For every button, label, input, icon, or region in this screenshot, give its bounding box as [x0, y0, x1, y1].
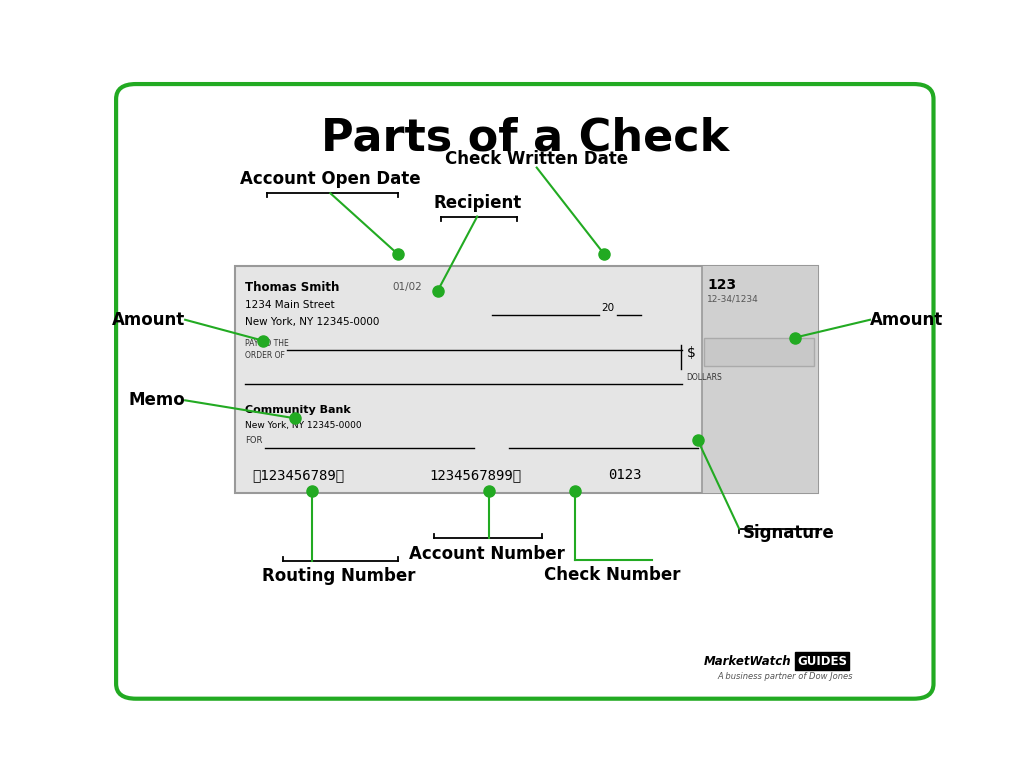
Text: Signature: Signature: [743, 524, 835, 542]
Text: PAY TO THE
ORDER OF: PAY TO THE ORDER OF: [245, 339, 289, 360]
Text: $: $: [687, 346, 695, 360]
Text: Account Open Date: Account Open Date: [240, 170, 421, 188]
Text: 20: 20: [601, 302, 614, 312]
Text: Account Number: Account Number: [409, 545, 564, 563]
Text: Parts of a Check: Parts of a Check: [321, 116, 729, 159]
Text: GUIDES: GUIDES: [797, 655, 847, 667]
Text: Routing Number: Routing Number: [261, 567, 415, 585]
Text: Amount: Amount: [112, 311, 185, 329]
Text: ⑆123456789⑆: ⑆123456789⑆: [253, 468, 345, 482]
Text: MarketWatch: MarketWatch: [703, 655, 791, 667]
FancyBboxPatch shape: [236, 266, 818, 493]
Text: Recipient: Recipient: [433, 195, 521, 212]
Text: 1234567899⑇: 1234567899⑇: [430, 468, 521, 482]
Text: A business partner of Dow Jones: A business partner of Dow Jones: [718, 671, 853, 680]
Text: New York, NY 12345-0000: New York, NY 12345-0000: [245, 422, 361, 430]
Text: Amount: Amount: [870, 311, 943, 329]
Text: Thomas Smith: Thomas Smith: [245, 281, 339, 294]
FancyBboxPatch shape: [705, 338, 814, 367]
Text: 123: 123: [708, 278, 736, 292]
FancyBboxPatch shape: [116, 84, 934, 699]
Text: 1234 Main Street: 1234 Main Street: [245, 300, 334, 310]
Text: New York, NY 12345-0000: New York, NY 12345-0000: [245, 317, 379, 327]
Text: Memo: Memo: [128, 391, 185, 409]
Text: 0123: 0123: [608, 468, 642, 482]
Text: FOR: FOR: [245, 436, 262, 445]
FancyBboxPatch shape: [701, 266, 818, 493]
Text: 01/02: 01/02: [392, 282, 422, 292]
Text: Community Bank: Community Bank: [245, 405, 350, 415]
Text: Check Written Date: Check Written Date: [445, 150, 629, 167]
Text: Check Number: Check Number: [544, 567, 680, 584]
Text: DOLLARS: DOLLARS: [686, 373, 722, 382]
Text: 12-34/1234: 12-34/1234: [708, 294, 759, 303]
